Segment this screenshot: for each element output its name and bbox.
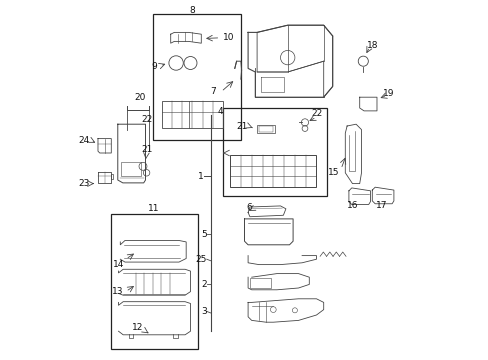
Text: 22: 22 <box>310 109 322 118</box>
Text: 10: 10 <box>223 33 234 42</box>
Text: 21: 21 <box>142 145 153 154</box>
Text: 15: 15 <box>328 168 339 177</box>
Text: 12: 12 <box>132 323 143 332</box>
Text: 4: 4 <box>217 107 223 116</box>
Text: 11: 11 <box>148 204 159 213</box>
Text: 17: 17 <box>375 201 387 210</box>
Text: 21: 21 <box>236 122 247 131</box>
Text: 25: 25 <box>195 255 206 264</box>
Bar <box>110 174 113 179</box>
Text: 2: 2 <box>201 280 206 289</box>
Bar <box>257 125 275 133</box>
Text: 13: 13 <box>112 287 123 296</box>
Bar <box>111 214 197 349</box>
Bar <box>258 126 273 132</box>
Text: 23: 23 <box>79 179 90 188</box>
Text: 8: 8 <box>189 6 195 15</box>
Text: 19: 19 <box>382 89 393 98</box>
Bar <box>230 155 316 187</box>
Text: 22: 22 <box>142 115 153 125</box>
Bar <box>152 14 241 140</box>
Text: 18: 18 <box>366 41 377 50</box>
Bar <box>121 162 141 176</box>
Text: 20: 20 <box>134 93 145 102</box>
Text: 5: 5 <box>201 230 206 239</box>
Text: 7: 7 <box>209 87 215 96</box>
Text: 6: 6 <box>245 202 251 211</box>
Bar <box>249 278 271 288</box>
Text: 16: 16 <box>346 201 358 210</box>
Text: 1: 1 <box>198 172 204 181</box>
Bar <box>162 101 223 128</box>
Text: 9: 9 <box>151 62 157 71</box>
Text: 14: 14 <box>112 260 123 269</box>
Bar <box>223 108 326 196</box>
Text: 3: 3 <box>201 307 206 316</box>
Text: 24: 24 <box>79 136 90 145</box>
